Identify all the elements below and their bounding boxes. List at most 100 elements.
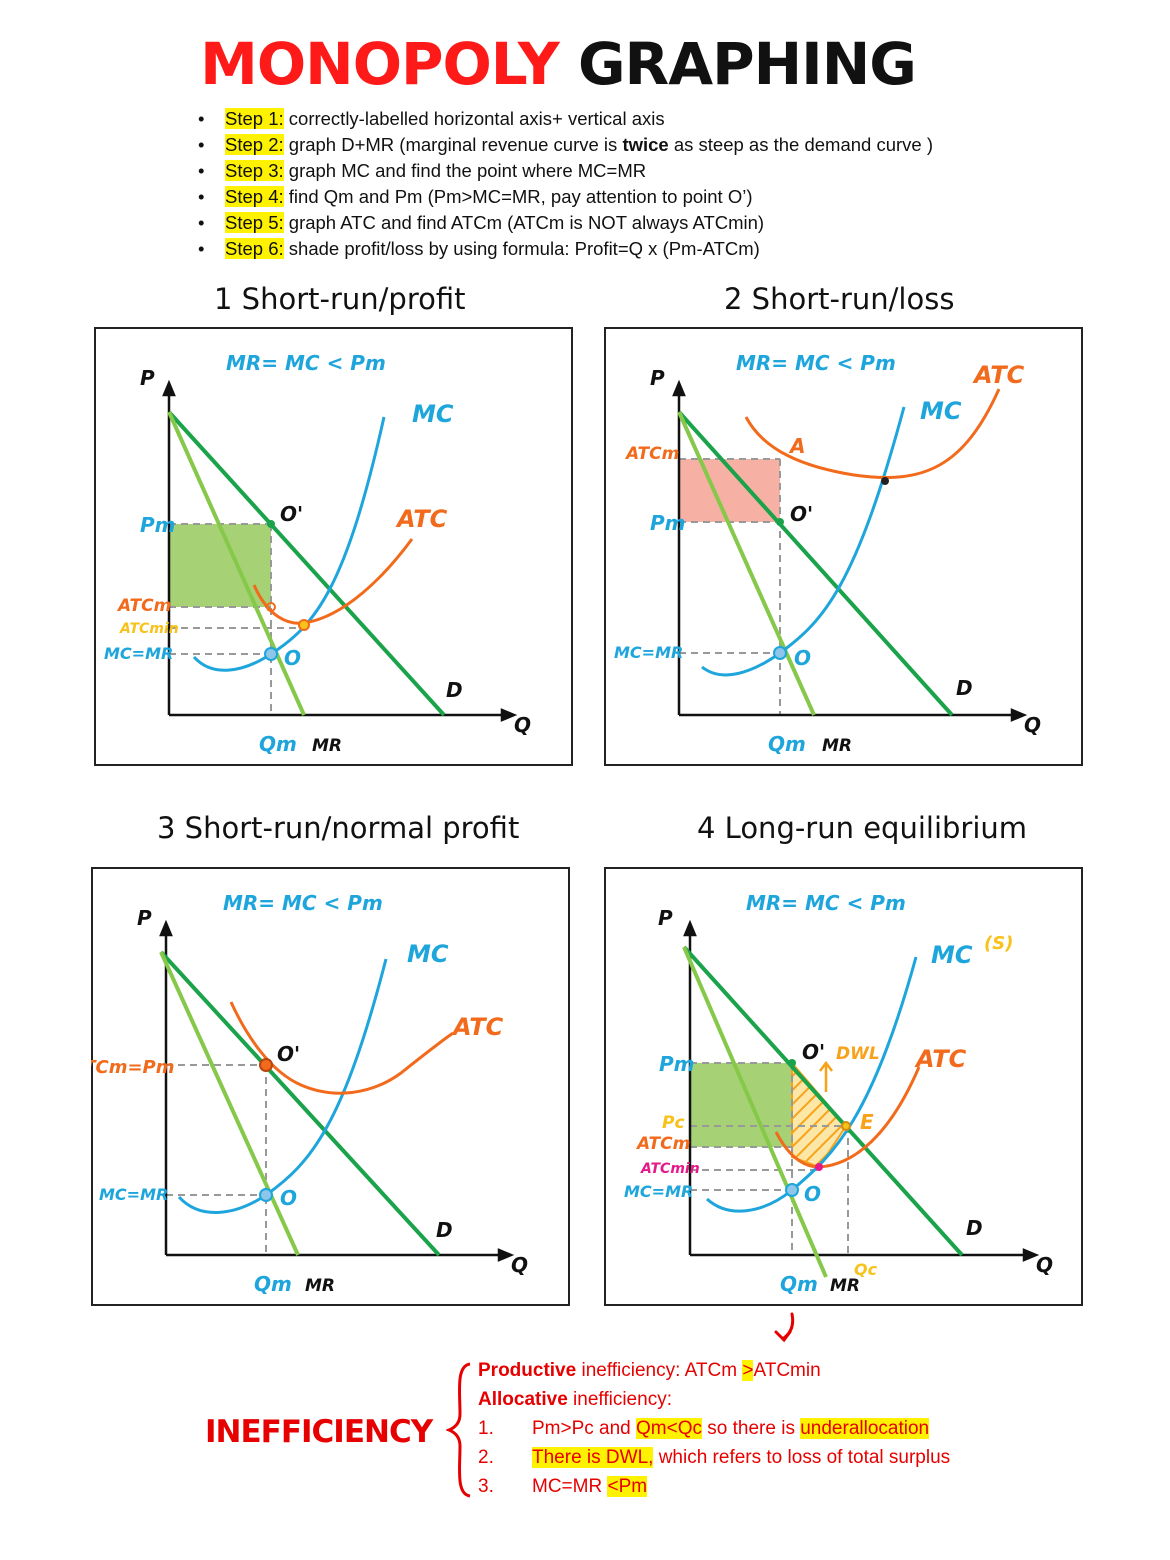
productive-hl: >	[742, 1360, 754, 1381]
point-o	[259, 1188, 273, 1202]
panel-frame	[604, 327, 1083, 766]
atcm-pm-label: ATCm=Pm	[91, 1057, 174, 1078]
mc-label: MC	[931, 941, 973, 969]
step-tag: Step 1:	[225, 108, 284, 129]
axes	[683, 919, 1040, 1262]
step-tag: Step 3:	[225, 160, 284, 181]
atc-label: ATC	[451, 1013, 504, 1041]
axis-q-label: Q	[514, 713, 531, 737]
point-o-prime	[776, 518, 784, 526]
step-bold: twice	[622, 134, 669, 155]
o-prime-label: O'	[802, 1040, 825, 1064]
allocative-line: Allocative inefficiency:	[478, 1385, 950, 1414]
panel-3-title: 3 Short-run/normal profit	[157, 811, 520, 845]
step-text: correctly-labelled horizontal axis+ vert…	[283, 108, 665, 129]
item-number: 2.	[478, 1447, 494, 1468]
mc-label: MC	[920, 397, 962, 425]
mc-label: MC	[407, 940, 449, 968]
demand-curve	[677, 410, 954, 717]
inefficiency-list: Productive inefficiency: ATCm >ATCmin Al…	[478, 1356, 950, 1501]
productive-post: ATCmin	[753, 1360, 821, 1381]
panel-4-title: 4 Long-run equilibrium	[697, 811, 1028, 845]
point-atcmin	[815, 1163, 823, 1171]
step-item: Step 3: graph MC and find the point wher…	[198, 158, 933, 184]
item-text: which refers to loss of total surplus	[653, 1447, 951, 1468]
mcmr-label: MC=MR	[624, 1182, 693, 1201]
curly-brace	[446, 1362, 471, 1498]
demand-curve	[167, 410, 446, 717]
point-o	[773, 646, 787, 660]
mr-curve	[167, 411, 306, 716]
step-tag: Step 4:	[225, 186, 284, 207]
title-graphing: GRAPHING	[577, 30, 917, 98]
allocative-item: 2. There is DWL, which refers to loss of …	[478, 1443, 950, 1472]
mr-label: MR	[822, 736, 852, 756]
top-equation: MR= MC < Pm	[226, 351, 386, 375]
panel-2-graph: MR= MC < Pm P Q MC ATC A D MR Qm O O' Pm…	[604, 327, 1083, 766]
pc-label: Pc	[662, 1113, 685, 1133]
mc-curve	[177, 958, 388, 1214]
d-label: D	[436, 1218, 453, 1242]
page-title: MONOPOLY GRAPHING	[0, 30, 1116, 98]
axis-q-label: Q	[511, 1253, 528, 1277]
axis-q-label: Q	[1024, 713, 1041, 737]
dwl-label: DWL	[836, 1044, 880, 1064]
step-tag: Step 6:	[225, 238, 284, 259]
inefficiency-heading: INEFFICIENCY	[205, 1414, 433, 1450]
allocative-item: 1. Pm>Pc and Qm<Qc so there is underalloc…	[478, 1414, 950, 1443]
item-hl: <Pm	[607, 1476, 648, 1497]
item-hl: Qm<Qc	[636, 1418, 703, 1439]
atcm-label: ATCm	[635, 1134, 690, 1154]
title-monopoly: MONOPOLY	[200, 30, 560, 98]
step-item: Step 1: correctly-labelled horizontal ax…	[198, 106, 933, 132]
d-label: D	[956, 676, 973, 700]
mcmr-label: MC=MR	[99, 1185, 168, 1204]
d-label: D	[446, 678, 463, 702]
step-tag: Step 2:	[225, 134, 284, 155]
steps-list: Step 1: correctly-labelled horizontal ax…	[198, 106, 933, 262]
top-equation: MR= MC < Pm	[746, 891, 906, 915]
point-atcm	[266, 602, 276, 612]
atcmin-label: ATCmin	[640, 1161, 700, 1177]
panel-1-labels: MR= MC < Pm P Q MC ATC D MR Qm O O' Pm A…	[104, 351, 531, 756]
panel-4-graph: MR= MC < Pm P Q MC (S) ATC DWL E D MR Qc…	[604, 867, 1083, 1306]
qm-label: Qm	[254, 1272, 292, 1296]
item-hl: underallocation	[800, 1418, 930, 1439]
demand-curve	[682, 945, 964, 1257]
panel-frame	[91, 867, 570, 1306]
s-label: (S)	[984, 933, 1013, 954]
step-item: Step 4: find Qm and Pm (Pm>MC=MR, pay at…	[198, 184, 933, 210]
top-equation: MR= MC < Pm	[736, 351, 896, 375]
panel-2-title: 2 Short-run/loss	[724, 282, 955, 316]
o-prime-label: O'	[790, 502, 813, 526]
panel-4-labels: MR= MC < Pm P Q MC (S) ATC DWL E D MR Qc…	[624, 891, 1053, 1296]
item-number: 3.	[478, 1476, 494, 1497]
o-label: O	[794, 646, 811, 670]
e-label: E	[860, 1110, 874, 1134]
panel-1-graph: MR= MC < Pm P Q MC ATC D MR Qm O O' Pm A…	[94, 327, 573, 766]
point-o-prime	[259, 1058, 273, 1072]
allocative-text: inefficiency:	[567, 1389, 672, 1410]
panel-frame	[94, 327, 573, 766]
profit-area	[169, 524, 271, 607]
o-prime-label: O'	[277, 1042, 300, 1066]
mc-curve	[705, 956, 918, 1213]
item-text: so there is	[702, 1418, 801, 1439]
mcmr-label: MC=MR	[614, 643, 683, 662]
axes	[672, 379, 1028, 722]
point-atcmin	[298, 619, 310, 631]
mc-curve	[192, 416, 386, 672]
productive-text: inefficiency: ATCm	[576, 1360, 743, 1381]
point-e	[841, 1121, 851, 1131]
atcmin-label: ATCmin	[119, 621, 179, 637]
dwl-arrow	[819, 1060, 833, 1092]
axis-p-label: P	[140, 366, 155, 390]
qm-label: Qm	[780, 1272, 818, 1296]
axis-p-label: P	[137, 906, 152, 930]
axis-q-label: Q	[1036, 1253, 1053, 1277]
guide-lines	[166, 1064, 267, 1255]
axes	[162, 379, 518, 722]
qm-label: Qm	[768, 732, 806, 756]
step-item: Step 5: graph ATC and find ATCm (ATCm is…	[198, 210, 933, 236]
point-o	[264, 647, 278, 661]
